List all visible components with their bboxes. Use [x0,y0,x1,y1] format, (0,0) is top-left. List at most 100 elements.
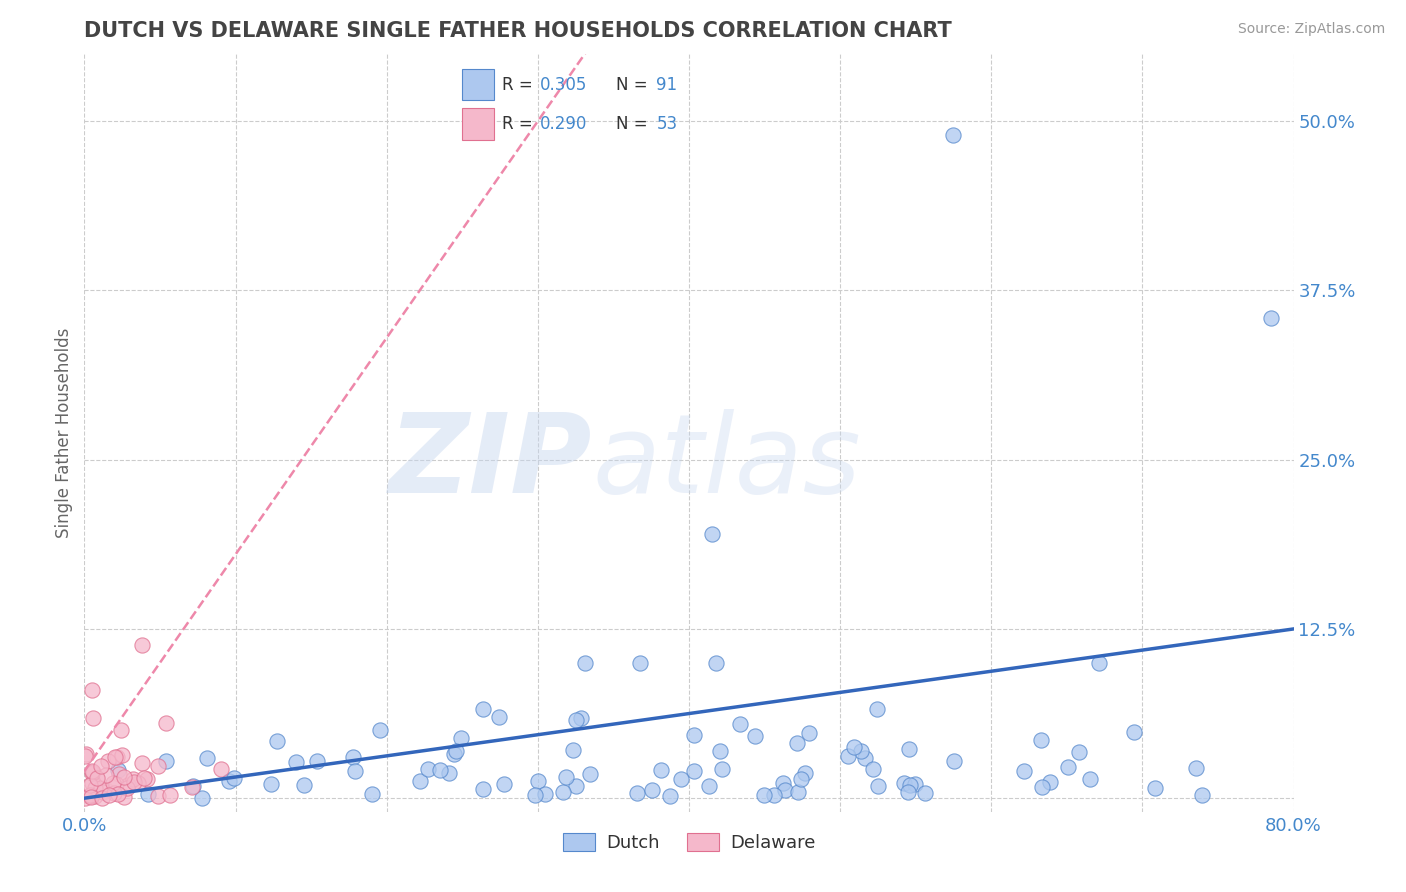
Point [111,747,134,762]
Point [209,762,232,776]
Point [1191,789,1213,803]
Point [79,789,101,803]
Point [80,776,103,790]
Point [1185,761,1208,775]
Point [787,785,810,799]
Point [1057,760,1080,774]
Point [266,734,288,748]
Point [1087,656,1109,670]
Point [683,728,706,742]
Point [90,781,112,796]
Point [561,742,583,756]
Point [868,779,890,793]
Point [628,656,651,670]
Point [773,783,796,797]
Point [553,785,575,799]
Point [904,777,927,791]
Legend: Dutch, Delaware: Dutch, Delaware [555,826,823,860]
Point [91,785,114,799]
Y-axis label: Single Father Households: Single Father Households [55,327,73,538]
Point [772,776,794,790]
Point [112,770,135,784]
Point [554,771,576,785]
Point [896,785,918,799]
Point [429,763,451,777]
Point [842,739,865,754]
Point [83,781,105,796]
Point [744,729,766,743]
Point [1038,774,1060,789]
Point [1029,732,1052,747]
Point [754,788,776,802]
Point [107,763,129,777]
Point [574,656,596,670]
Text: atlas: atlas [592,409,860,516]
Point [942,754,965,768]
Point [73,790,96,805]
Point [90,790,112,805]
Point [146,759,169,773]
Point [103,786,125,800]
Point [77,789,100,804]
Point [79,789,101,804]
Point [131,756,153,771]
Point [79,788,101,802]
Point [471,702,494,716]
Point [284,755,307,769]
Point [650,763,672,777]
Point [837,749,859,764]
Point [155,715,177,730]
Point [565,713,588,727]
Point [866,702,889,716]
Point [443,747,465,761]
Point [305,754,328,768]
Point [80,789,103,803]
Point [697,779,720,793]
Point [79,778,101,792]
Text: Source: ZipAtlas.com: Source: ZipAtlas.com [1237,22,1385,37]
Point [103,775,125,789]
Text: ZIP: ZIP [388,409,592,516]
Point [94,783,117,797]
Point [564,780,586,794]
Point [523,789,546,803]
Point [437,766,460,780]
Point [84,789,107,804]
Point [683,764,706,778]
Point [79,789,101,804]
Point [898,778,921,792]
Point [105,777,128,791]
Point [292,778,315,792]
Point [416,762,439,776]
Point [117,780,139,795]
Point [122,772,145,786]
Point [709,744,731,758]
Point [110,723,132,737]
Point [700,527,723,541]
Point [626,786,648,800]
Point [942,128,965,142]
Point [104,749,127,764]
Point [450,731,472,746]
Point [134,771,156,785]
Point [1067,745,1090,759]
Point [786,735,808,749]
Point [159,788,181,802]
Point [1012,764,1035,779]
Point [82,765,104,780]
Point [669,772,692,787]
Point [659,789,682,804]
Point [488,710,510,724]
Point [82,711,104,725]
Point [98,788,121,802]
Point [704,656,727,670]
Point [224,771,246,785]
Point [640,783,662,797]
Point [112,790,135,805]
Point [790,772,813,786]
Point [851,744,873,758]
Point [571,711,593,725]
Point [136,787,159,801]
Point [897,742,920,756]
Point [108,767,131,781]
